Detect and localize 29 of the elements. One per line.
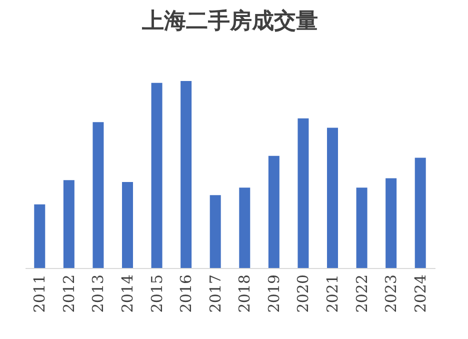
bar [34, 204, 46, 268]
x-tick-label: 2019 [264, 274, 283, 313]
chart-title: 上海二手房成交量 [141, 8, 318, 34]
bar [298, 118, 309, 268]
bar [92, 122, 104, 268]
bar [356, 188, 368, 268]
bar [327, 128, 338, 268]
x-tick-label: 2022 [352, 274, 371, 313]
x-tick-label: 2014 [118, 274, 136, 313]
x-tick-label: 2015 [148, 274, 166, 313]
x-tick-label: 2023 [382, 274, 400, 313]
x-tick-label: 2013 [89, 274, 108, 313]
x-tick-label: 2024 [411, 274, 430, 313]
bar [63, 180, 74, 268]
x-tick-label: 2016 [177, 274, 196, 313]
x-tick-label: 2021 [324, 274, 342, 313]
x-tick-label: 2011 [30, 274, 49, 313]
x-tick-label: 2012 [60, 274, 78, 313]
bar [386, 178, 397, 268]
bar [210, 195, 221, 268]
bar [239, 188, 250, 268]
x-tick-label: 2018 [236, 274, 254, 313]
bar [180, 81, 192, 268]
bar [151, 82, 162, 268]
x-tick-label: 2017 [206, 274, 224, 313]
bar [122, 182, 133, 268]
bar [414, 158, 426, 268]
x-tick-label: 2020 [294, 274, 312, 313]
bar [268, 156, 280, 268]
